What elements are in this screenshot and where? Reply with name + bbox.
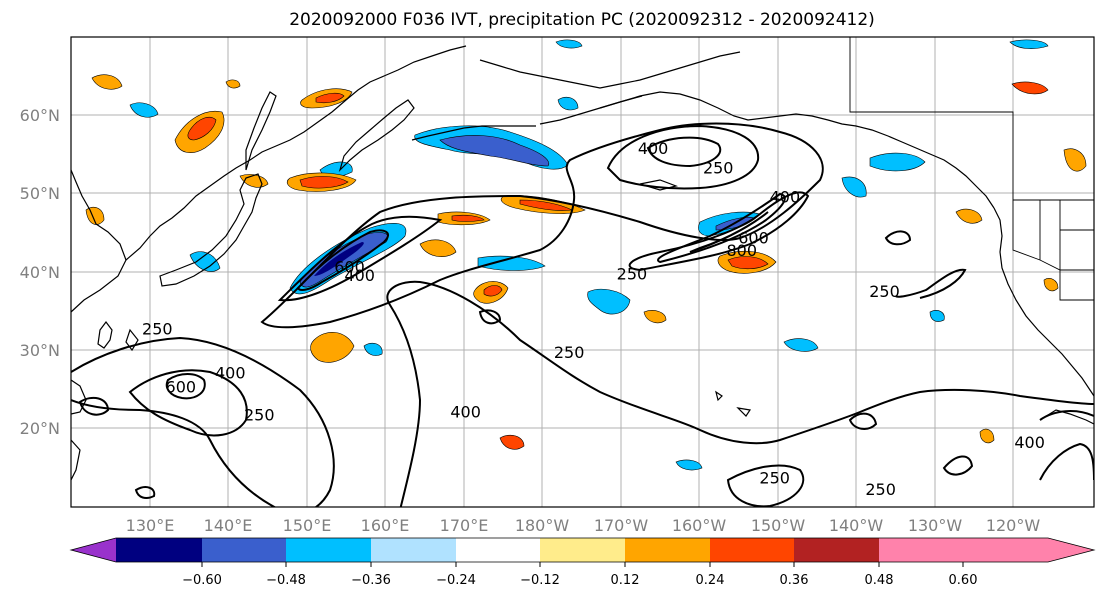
colorbar-segment — [540, 538, 625, 562]
lat-label: 50°N — [20, 184, 60, 203]
contour-label: 400 — [638, 139, 669, 158]
colorbar-extend-low — [71, 538, 116, 562]
contour-label: 250 — [703, 159, 734, 178]
contour-label: 400 — [450, 403, 481, 422]
lon-label: 150°E — [283, 516, 332, 535]
colorbar-segment — [879, 538, 963, 562]
colorbar-tick-label: −0.60 — [182, 573, 222, 588]
contour-label: 400 — [215, 363, 246, 382]
contour-label: 400 — [770, 188, 801, 207]
colorbar-segment — [371, 538, 456, 562]
contour-label: 250 — [554, 343, 585, 362]
colorbar-segment — [456, 538, 540, 562]
colorbar-segment — [202, 538, 286, 562]
contour-label: 600 — [334, 257, 365, 276]
contour-label: 600 — [166, 377, 197, 396]
lat-label: 30°N — [20, 341, 60, 360]
colorbar-tick-label: 0.48 — [865, 573, 894, 588]
colorbar-tick-labels: −0.60 −0.48 −0.36 −0.24 −0.12 0.12 0.24 … — [182, 573, 977, 588]
lon-label: 180°W — [515, 516, 570, 535]
colorbar-outline — [69, 537, 1096, 563]
lon-label: 170°W — [594, 516, 649, 535]
colorbar-extend-high — [963, 538, 1094, 562]
contour-label: 250 — [869, 282, 900, 301]
figure-title: 2020092000 F036 IVT, precipitation PC (2… — [289, 10, 875, 30]
colorbar-ticks — [201, 562, 964, 567]
lon-label: 150°W — [751, 516, 806, 535]
lon-label: 120°W — [986, 516, 1041, 535]
lon-label: 140°W — [829, 516, 884, 535]
lat-label: 60°N — [20, 106, 60, 125]
lon-label: 130°W — [908, 516, 963, 535]
contour-label: 250 — [617, 264, 648, 283]
contour-label: 600 — [738, 228, 769, 247]
ivt-contours — [71, 122, 1094, 507]
lon-label: 170°E — [440, 516, 489, 535]
contour-label: 250 — [759, 468, 790, 487]
latitude-labels: 60°N 50°N 40°N 30°N 20°N — [20, 106, 60, 438]
contour-label: 400 — [344, 266, 375, 285]
colorbar-tick-label: 0.60 — [949, 573, 978, 588]
colorbar-tick-label: 0.24 — [696, 573, 725, 588]
longitude-labels: 130°E 140°E 150°E 160°E 170°E 180°W 170°… — [126, 516, 1041, 535]
contour-label: 250 — [244, 406, 275, 425]
lon-label: 130°E — [126, 516, 175, 535]
contour-label: 400 — [1014, 433, 1045, 452]
lon-label: 160°E — [361, 516, 410, 535]
map-frame — [70, 36, 1095, 508]
colorbar-segment — [286, 538, 371, 562]
political-borders — [849, 37, 1094, 301]
colorbar-tick-label: −0.24 — [436, 573, 476, 588]
colorbar-tick-label: −0.12 — [520, 573, 560, 588]
colorbar-tick-label: −0.36 — [351, 573, 391, 588]
colorbar-segment — [710, 538, 794, 562]
colorbar-segment — [116, 538, 202, 562]
precipitation-shading — [85, 39, 1087, 471]
colorbar-tick-label: −0.48 — [266, 573, 306, 588]
colorbar: −0.60 −0.48 −0.36 −0.24 −0.12 0.12 0.24 … — [69, 537, 1096, 588]
lon-label: 140°E — [204, 516, 253, 535]
colorbar-segment — [625, 538, 710, 562]
colorbar-segment — [794, 538, 879, 562]
lat-label: 40°N — [20, 263, 60, 282]
contour-label: 250 — [142, 319, 173, 338]
colorbar-tick-label: 0.12 — [611, 573, 640, 588]
lon-label: 160°W — [672, 516, 727, 535]
lat-label: 20°N — [20, 419, 60, 438]
contour-label: 800 — [726, 241, 757, 260]
contour-label: 250 — [865, 480, 896, 499]
colorbar-segments — [116, 538, 963, 562]
colorbar-tick-label: 0.36 — [780, 573, 809, 588]
coastlines — [71, 45, 1094, 481]
